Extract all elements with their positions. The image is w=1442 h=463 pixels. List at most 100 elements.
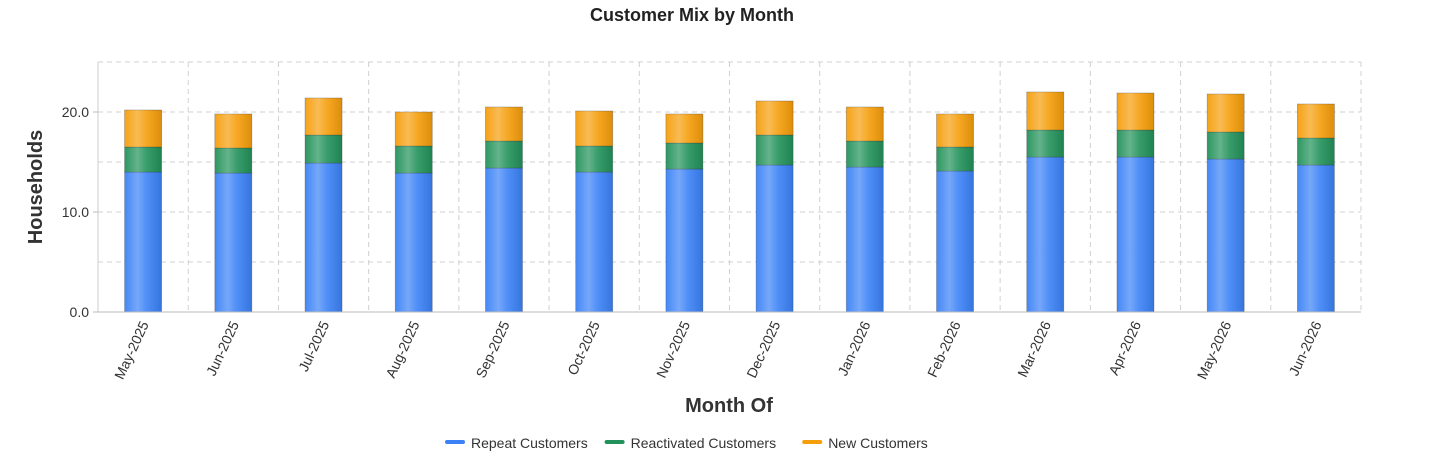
bar-segment-group	[394, 172, 433, 313]
bar-segment-group	[1026, 129, 1065, 158]
bar-gloss	[846, 107, 884, 141]
bar-gloss	[936, 171, 974, 312]
bar-gloss	[395, 173, 433, 312]
x-tick-label: Feb-2026	[924, 318, 964, 379]
bar-gloss	[756, 135, 794, 165]
bar-segment-group	[755, 100, 794, 136]
bar-segment-group	[124, 171, 163, 313]
bar-segment-group	[665, 168, 704, 313]
x-tick-label: Jun-2026	[1285, 318, 1324, 378]
x-tick-label: Jan-2026	[834, 318, 873, 378]
x-tick-label: Jul-2025	[295, 318, 332, 374]
bar-segment-group	[575, 145, 614, 173]
bar-gloss	[124, 172, 162, 312]
bar-segment-group	[214, 113, 253, 149]
bar-segment-group	[1026, 91, 1065, 131]
bar-gloss	[1116, 157, 1154, 312]
bar-gloss	[1026, 157, 1064, 312]
bars	[124, 91, 1335, 313]
bar-segment-group	[1296, 164, 1335, 313]
bar-segment-group	[755, 164, 794, 313]
x-tick-label: Mar-2026	[1014, 318, 1054, 379]
bar-gloss	[1026, 130, 1064, 157]
bar-segment-group	[1116, 92, 1155, 131]
gridlines	[97, 61, 1362, 312]
bar-gloss	[846, 141, 884, 167]
bar-gloss	[305, 163, 343, 312]
bar-gloss	[214, 148, 252, 173]
y-tick-label: 20.0	[62, 104, 89, 120]
x-tick-label: Jun-2025	[203, 318, 242, 378]
bar-gloss	[936, 114, 974, 147]
bar-gloss	[575, 172, 613, 312]
legend: Repeat Customers Reactivated Customers New…	[445, 435, 928, 451]
bar-segment-group	[1116, 129, 1155, 158]
x-tick-label: May-2026	[1194, 318, 1235, 381]
bar-segment-group	[936, 146, 974, 172]
x-tick-label: May-2025	[111, 318, 152, 381]
x-tick-label: Aug-2025	[382, 318, 422, 380]
axes: 0.0 10.0 20.0 May-2025 Jun-2025 Jul-2025 Aug-2…	[62, 62, 1361, 382]
bar-gloss	[124, 110, 162, 147]
bar-gloss	[665, 114, 703, 143]
bar-segment-group	[485, 106, 523, 142]
legend-label: Reactivated Customers	[631, 435, 777, 451]
bar-segment-group	[214, 172, 253, 313]
bar-gloss	[936, 147, 974, 171]
bar-segment-group	[1296, 137, 1335, 166]
x-tick-label: Apr-2026	[1105, 318, 1144, 377]
bar-segment-group	[1116, 156, 1155, 313]
bar-segment-group	[1296, 103, 1335, 139]
bar-gloss	[1297, 138, 1335, 165]
y-axis-title: Households	[25, 130, 47, 244]
bar-gloss	[1116, 93, 1154, 130]
bar-segment-group	[394, 145, 433, 174]
bar-segment-group	[304, 162, 343, 313]
bar-gloss	[395, 112, 433, 146]
bar-segment-group	[1026, 156, 1065, 313]
chart-title: Customer Mix by Month	[590, 5, 794, 25]
bar-segment-group	[1206, 158, 1245, 313]
bar-segment-group	[394, 111, 433, 147]
bar-gloss	[1026, 92, 1064, 130]
bar-segment-group	[755, 134, 794, 166]
y-tick-label: 0.0	[70, 304, 90, 320]
bar-segment-group	[304, 134, 343, 164]
bar-gloss	[1297, 165, 1335, 312]
legend-label: Repeat Customers	[471, 435, 588, 451]
bar-gloss	[214, 114, 252, 148]
bar-gloss	[485, 107, 523, 141]
bar-segment-group	[936, 170, 974, 313]
bar-gloss	[575, 111, 613, 146]
bar-segment-group	[575, 110, 614, 147]
bar-segment-group	[575, 171, 614, 313]
bar-segment-group	[665, 113, 704, 144]
bar-gloss	[1297, 104, 1335, 138]
x-tick-label: Nov-2025	[653, 318, 693, 380]
legend-item[interactable]: Reactivated Customers	[604, 435, 777, 451]
bar-segment-group	[304, 97, 343, 136]
legend-swatch	[802, 440, 823, 444]
legend-swatch	[604, 440, 625, 444]
bar-gloss	[846, 167, 884, 312]
bar-gloss	[1207, 94, 1245, 132]
legend-item[interactable]: New Customers	[802, 435, 928, 451]
bar-segment-group	[845, 166, 884, 313]
bar-gloss	[665, 169, 703, 312]
bar-segment-group	[485, 167, 523, 313]
bar-segment-group	[214, 147, 253, 174]
legend-swatch	[445, 440, 465, 444]
bar-gloss	[756, 165, 794, 312]
y-tick-label: 10.0	[62, 204, 89, 220]
legend-item[interactable]: Repeat Customers	[445, 435, 588, 451]
bar-segment-group	[845, 106, 884, 142]
x-axis-title: Month Of	[685, 395, 773, 417]
bar-segment-group	[124, 109, 163, 148]
bar-gloss	[1116, 130, 1154, 157]
bar-segment-group	[665, 142, 704, 170]
bar-segment-group	[1206, 93, 1245, 133]
bar-segment-group	[124, 146, 163, 173]
bar-gloss	[485, 141, 523, 168]
